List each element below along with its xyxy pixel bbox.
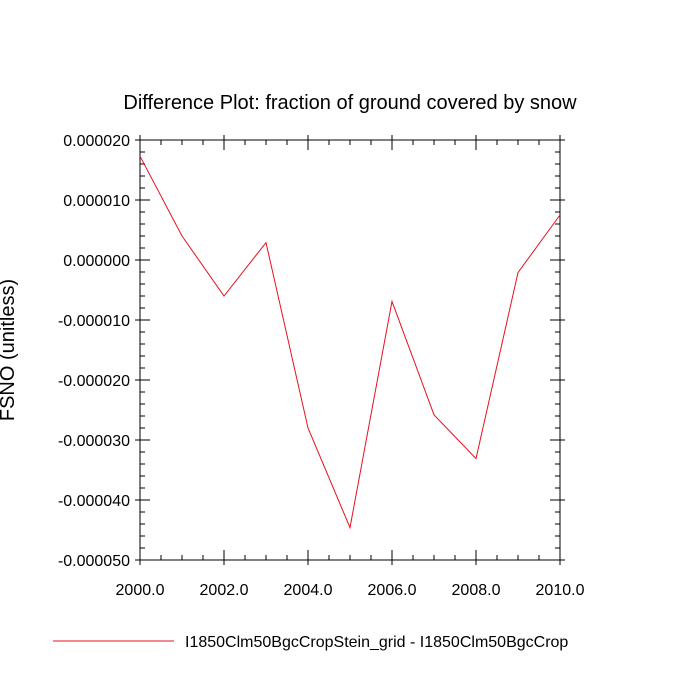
x-tick-label: 2002.0 [200, 582, 249, 599]
y-tick-label: 0.000020 [63, 133, 130, 150]
y-tick-labels: 0.000020 0.000010 0.000000 -0.000010 -0.0000… [58, 133, 130, 570]
legend: I1850Clm50BgcCropStein_grid - I1850Clm50… [53, 634, 568, 651]
x-tick-label: 2004.0 [284, 582, 333, 599]
y-tick-label: -0.000020 [58, 373, 130, 390]
y-tick-label: 0.000000 [63, 253, 130, 270]
x-tick-label: 2008.0 [452, 582, 501, 599]
y-axis-label: FSNO (unitless) [0, 279, 19, 421]
y-tick-label: -0.000050 [58, 553, 130, 570]
y-tick-label: -0.000010 [58, 313, 130, 330]
legend-label: I1850Clm50BgcCropStein_grid - I1850Clm50… [185, 634, 568, 651]
x-tick-label: 2010.0 [536, 582, 585, 599]
x-tick-labels: 2000.0 2002.0 2004.0 2006.0 2008.0 2010.0 [116, 582, 585, 599]
plot-frame [139, 139, 561, 561]
x-tick-label: 2006.0 [368, 582, 417, 599]
series-lines [139, 155, 561, 530]
y-tick-label: -0.000040 [58, 493, 130, 510]
x-tick-label: 2000.0 [116, 582, 165, 599]
y-tick-label: -0.000030 [58, 433, 130, 450]
axis-ticks [135, 135, 565, 565]
y-tick-label: 0.000010 [63, 193, 130, 210]
series-line [139, 155, 561, 530]
chart-title: Difference Plot: fraction of ground cove… [123, 92, 577, 114]
